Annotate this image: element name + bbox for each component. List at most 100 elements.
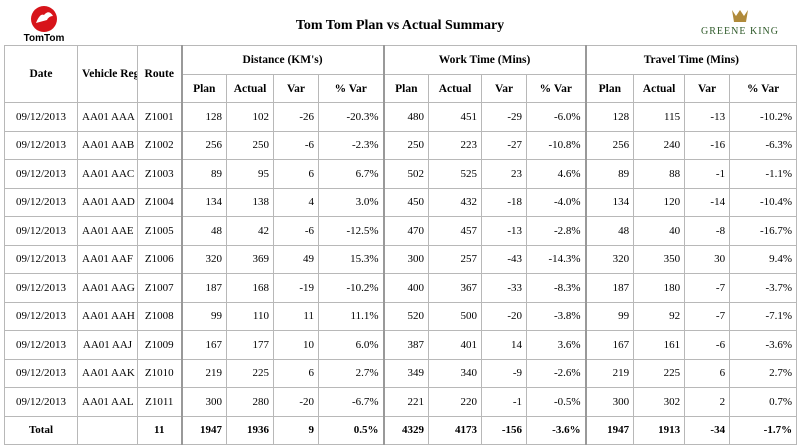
cell: -27 bbox=[481, 130, 528, 160]
cell: Z1011 bbox=[137, 387, 182, 417]
cell: -8.3% bbox=[526, 273, 587, 303]
cell: -20.3% bbox=[317, 102, 385, 132]
subcolumn-header: Var bbox=[481, 74, 528, 103]
cell: 6.0% bbox=[317, 330, 385, 360]
cell: 3.0% bbox=[317, 187, 385, 217]
cell: 49 bbox=[273, 244, 319, 274]
cell: -9 bbox=[481, 358, 528, 388]
data-row: 09/12/2013 AA01 AAL Z1011 300 280 -20 -6.7% 221… bbox=[4, 387, 798, 417]
cell: -10.2% bbox=[729, 102, 798, 132]
cell: 240 bbox=[633, 130, 686, 160]
cell: 2 bbox=[684, 387, 731, 417]
cell: Z1007 bbox=[137, 273, 182, 303]
cell: 128 bbox=[180, 102, 227, 132]
cell: 280 bbox=[226, 387, 274, 417]
cell: -43 bbox=[481, 244, 528, 274]
cell: 6 bbox=[684, 358, 731, 388]
cell: 367 bbox=[428, 273, 483, 303]
cell: -2.8% bbox=[526, 216, 587, 246]
cell: -13 bbox=[481, 216, 528, 246]
total-row: Total 11 1947 1936 9 0.5% 4329 4173 -156 -3.6% 194… bbox=[4, 415, 798, 445]
cell: 11 bbox=[273, 301, 319, 331]
cell: -6 bbox=[273, 216, 319, 246]
subcolumn-header: Plan bbox=[382, 74, 430, 103]
cell: 457 bbox=[428, 216, 483, 246]
total-cell: -3.6% bbox=[526, 415, 587, 445]
cell: AA01 AAF bbox=[77, 244, 138, 274]
cell: 180 bbox=[633, 273, 686, 303]
cell: 128 bbox=[584, 102, 635, 132]
cell: -26 bbox=[273, 102, 319, 132]
subcolumn-header: Var bbox=[273, 74, 319, 103]
total-cell: 1913 bbox=[633, 415, 686, 445]
cell: 250 bbox=[226, 130, 274, 160]
cell: -6 bbox=[684, 330, 731, 360]
cell: -29 bbox=[481, 102, 528, 132]
cell: 401 bbox=[428, 330, 483, 360]
cell: 48 bbox=[584, 216, 635, 246]
cell: -10.4% bbox=[729, 187, 798, 217]
subcolumn-header: Plan bbox=[584, 74, 635, 103]
cell: -6.7% bbox=[317, 387, 385, 417]
subheader-row: Plan Actual Var% Var Plan Actual Var% Var Plan… bbox=[5, 74, 798, 103]
cell: -3.6% bbox=[729, 330, 798, 360]
subcolumn-header: Actual bbox=[428, 74, 483, 103]
cell: 48 bbox=[180, 216, 227, 246]
data-row: 09/12/2013 AA01 AAG Z1007 187 168 -19 -10.2% 40… bbox=[4, 273, 798, 303]
tomtom-logo: TomTom bbox=[24, 6, 64, 44]
cell: AA01 AAL bbox=[77, 387, 138, 417]
cell: Z1002 bbox=[137, 130, 182, 160]
subcolumn-header: Actual bbox=[633, 74, 686, 103]
logo-crown bbox=[732, 10, 748, 22]
cell: 110 bbox=[226, 301, 274, 331]
cell: 09/12/2013 bbox=[4, 187, 78, 217]
title: Tom Tom Plan vs Actual Summary bbox=[295, 18, 505, 33]
cell: 369 bbox=[226, 244, 274, 274]
cell: Z1004 bbox=[137, 187, 182, 217]
cell: 219 bbox=[180, 358, 227, 388]
cell: -8 bbox=[684, 216, 731, 246]
cell: AA01 AAH bbox=[77, 301, 138, 331]
cell: 09/12/2013 bbox=[4, 330, 78, 360]
cell: 387 bbox=[382, 330, 430, 360]
cell: 167 bbox=[584, 330, 635, 360]
cell: 256 bbox=[180, 130, 227, 160]
cell: 320 bbox=[584, 244, 635, 274]
cell: Z1010 bbox=[137, 358, 182, 388]
cell: 14 bbox=[481, 330, 528, 360]
total-cell: 4329 bbox=[382, 415, 430, 445]
cell: 10 bbox=[273, 330, 319, 360]
cell: 300 bbox=[382, 244, 430, 274]
total-cell: -1.7% bbox=[729, 415, 798, 445]
cell: -1 bbox=[481, 387, 528, 417]
total-cell: -156 bbox=[481, 415, 528, 445]
cell: -3.7% bbox=[729, 273, 798, 303]
cell: 99 bbox=[584, 301, 635, 331]
cell: 502 bbox=[382, 159, 430, 189]
greene-king-logo: GREENE KING bbox=[701, 10, 779, 37]
cell: 300 bbox=[180, 387, 227, 417]
cell: 99 bbox=[180, 301, 227, 331]
cell: 15.3% bbox=[317, 244, 385, 274]
cell: 302 bbox=[633, 387, 686, 417]
cell: 432 bbox=[428, 187, 483, 217]
cell: 2.7% bbox=[317, 358, 385, 388]
data-row: 09/12/2013 AA01 AAA Z1001 128 102 -26 -20.3% 48… bbox=[4, 102, 798, 132]
cell: 42 bbox=[226, 216, 274, 246]
cell: 6.7% bbox=[317, 159, 385, 189]
subcolumn-header: % Var bbox=[317, 74, 385, 103]
cell: 219 bbox=[584, 358, 635, 388]
cell: -2.6% bbox=[526, 358, 587, 388]
cell: -18 bbox=[481, 187, 528, 217]
logo-text: GREENE KING bbox=[701, 26, 779, 37]
cell: -3.8% bbox=[526, 301, 587, 331]
cell: -14 bbox=[684, 187, 731, 217]
data-row: 09/12/2013 AA01 AAJ Z1009 167 177 10 6.0% 387 40… bbox=[4, 330, 798, 360]
data-row: 09/12/2013 AA01 AAF Z1006 320 369 49 15.3% 300 2… bbox=[4, 244, 798, 274]
cell: -12.5% bbox=[317, 216, 385, 246]
cell: 400 bbox=[382, 273, 430, 303]
column-header: Route bbox=[137, 45, 182, 103]
cell: 451 bbox=[428, 102, 483, 132]
cell: 320 bbox=[180, 244, 227, 274]
cell: 120 bbox=[633, 187, 686, 217]
